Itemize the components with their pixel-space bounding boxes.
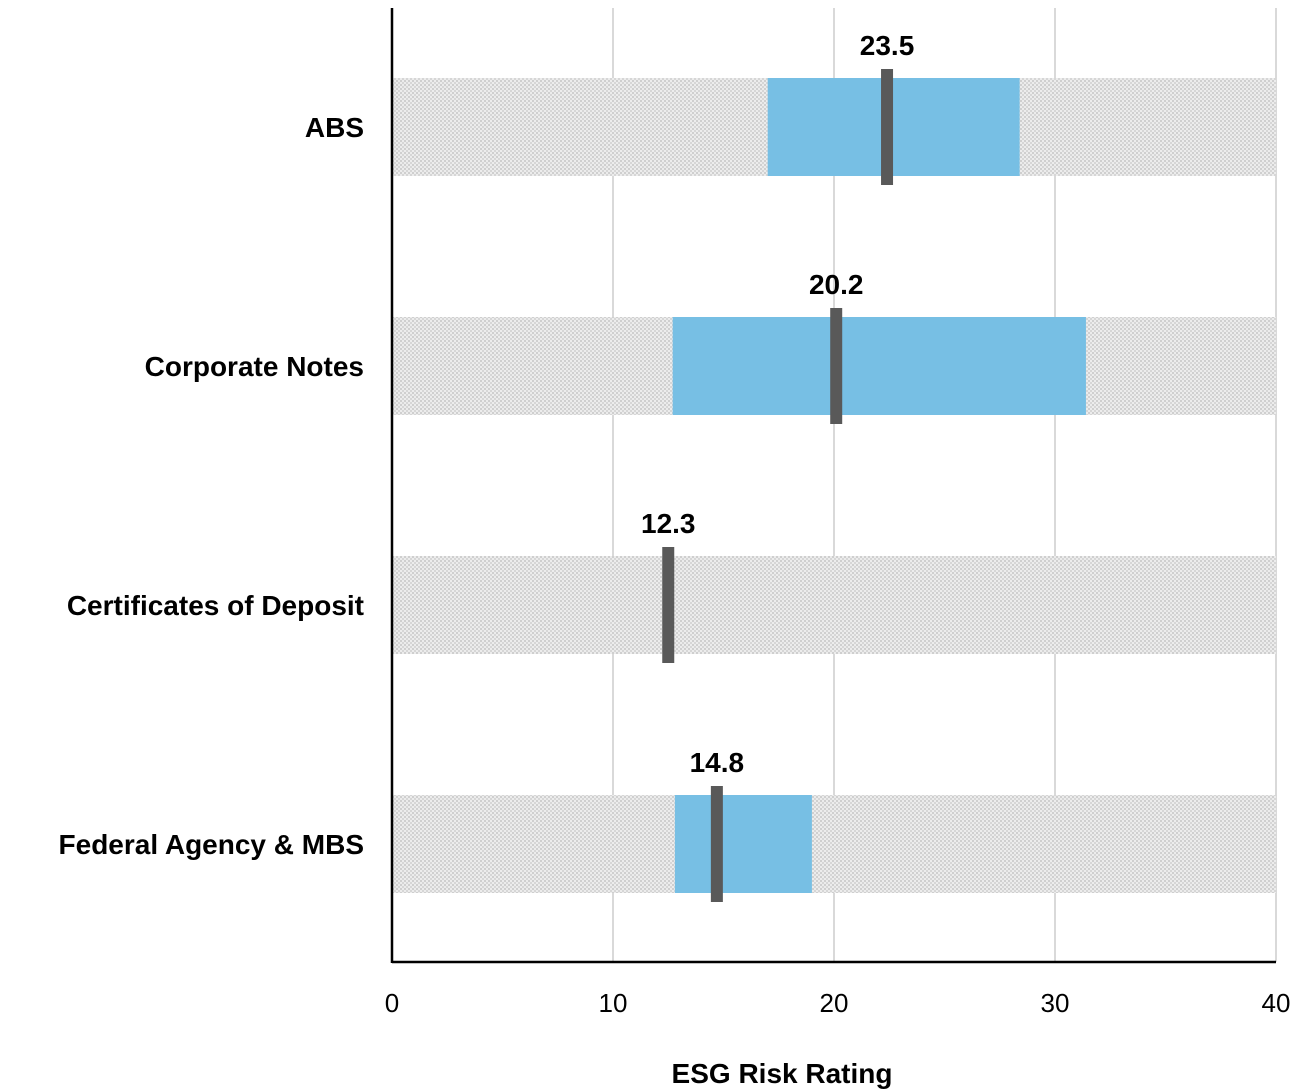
category-label: Corporate Notes	[145, 351, 364, 382]
value-marker	[881, 69, 894, 185]
background-band	[392, 795, 1276, 893]
value-marker	[710, 786, 723, 902]
value-label: 14.8	[690, 747, 745, 778]
axes	[390, 8, 1276, 964]
category-label: Certificates of Deposit	[67, 590, 364, 621]
range-bars	[672, 78, 1086, 893]
value-marker	[662, 547, 675, 663]
x-tick-label: 30	[1041, 988, 1070, 1018]
background-band	[392, 556, 1276, 654]
labels: 23.5 ABS 20.2 Corporate Notes 12.3 Certificat…	[59, 30, 1291, 1018]
x-axis-title: ESG Risk Rating	[672, 1058, 893, 1089]
value-label: 12.3	[641, 508, 696, 539]
range-bar	[672, 317, 1086, 415]
value-label: 20.2	[809, 269, 864, 300]
value-label: 23.5	[860, 30, 915, 61]
x-tick-label: 40	[1262, 988, 1291, 1018]
category-label: Federal Agency & MBS	[59, 829, 364, 860]
range-bar	[767, 78, 1020, 176]
value-marker	[830, 308, 843, 424]
range-bar	[674, 795, 812, 893]
category-label: ABS	[305, 112, 364, 143]
x-tick-label: 10	[599, 988, 628, 1018]
x-tick-label: 0	[385, 988, 399, 1018]
x-tick-label: 20	[820, 988, 849, 1018]
value-markers	[662, 69, 894, 902]
